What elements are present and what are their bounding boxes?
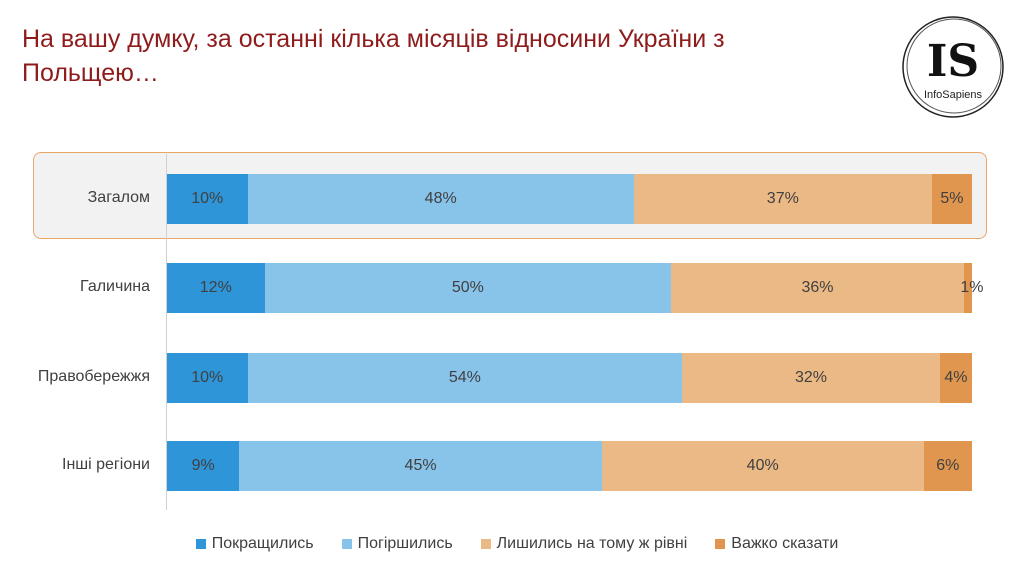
data-label: 5% (940, 190, 964, 207)
bar-segment (931, 174, 972, 224)
data-label: 6% (936, 457, 960, 474)
chart-title: На вашу думку, за останні кілька місяців… (22, 25, 725, 87)
legend-swatch (480, 539, 491, 549)
legend: Покращились Погіршились Лишились на тому ж… (0, 535, 1034, 553)
legend-label: Погіршились (357, 535, 453, 552)
bar-segment (167, 263, 265, 313)
data-label: 4% (944, 369, 968, 386)
legend-item: Важко сказати (715, 535, 838, 553)
category-label: Правобережжя (37, 368, 150, 385)
category-label: Загалом (87, 189, 150, 206)
legend-label: Лишились на тому ж рівні (496, 535, 688, 552)
legend-swatch (341, 539, 352, 549)
legend-swatch (195, 539, 206, 549)
legend-label: Важко сказати (731, 535, 839, 552)
legend-item: Покращились (195, 535, 314, 553)
infosapiens-logo: IS InfoSapiens (902, 16, 1004, 118)
bar-segment (633, 174, 932, 224)
bar-segment (682, 353, 940, 403)
category-axis (166, 154, 167, 510)
bar-segment (264, 263, 672, 313)
legend-swatch (715, 539, 726, 549)
data-label: 10% (191, 369, 224, 386)
data-label: 10% (191, 190, 224, 207)
data-label: 40% (746, 457, 779, 474)
data-label: 45% (404, 457, 437, 474)
data-label: 50% (451, 279, 484, 296)
legend-label: Покращились (211, 535, 314, 552)
data-label: 36% (801, 279, 834, 296)
bar-segment (167, 441, 240, 491)
legend-item: Погіршились (341, 535, 453, 553)
bar-segment (923, 441, 972, 491)
data-label: 32% (794, 369, 828, 386)
data-label: 37% (766, 190, 799, 207)
data-label: 12% (199, 279, 232, 296)
category-label: Галичина (80, 278, 150, 295)
data-label: 54% (448, 369, 481, 386)
data-label: 48% (424, 190, 457, 207)
logo-text: IS (927, 36, 979, 87)
bar-segment (963, 263, 972, 313)
logo-subtext: InfoSapiens (924, 89, 983, 101)
bar-segment (247, 353, 683, 403)
legend-item: Лишились на тому ж рівні (480, 535, 688, 553)
bar-segment (671, 263, 964, 313)
bar-segment (939, 353, 972, 403)
data-label: 9% (191, 457, 215, 474)
bar-segment (247, 174, 634, 224)
category-label: Інші регіони (62, 456, 150, 473)
bar-segment (239, 441, 602, 491)
data-label: 1% (960, 279, 984, 296)
bar-segment (167, 353, 248, 403)
bar-segment (167, 174, 248, 224)
bar-segment (601, 441, 924, 491)
